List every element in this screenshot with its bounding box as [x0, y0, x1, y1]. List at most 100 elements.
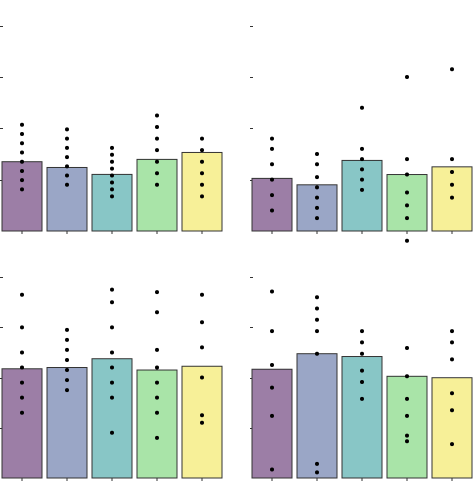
- data-point: [65, 127, 69, 132]
- data-point: [155, 365, 159, 370]
- data-point: [450, 67, 454, 72]
- data-point: [110, 365, 114, 370]
- data-point: [315, 470, 319, 475]
- data-point: [20, 131, 24, 136]
- data-point: [65, 164, 69, 169]
- bar: [386, 375, 428, 479]
- data-point: [360, 187, 364, 192]
- data-point: [315, 317, 319, 322]
- data-point: [200, 420, 204, 425]
- data-point: [405, 396, 409, 401]
- data-point: [450, 329, 454, 334]
- data-point: [155, 113, 159, 118]
- data-point: [360, 396, 364, 401]
- data-point: [405, 439, 409, 444]
- data-point: [20, 187, 24, 192]
- data-point: [315, 205, 319, 210]
- data-point: [315, 185, 319, 190]
- data-point: [405, 346, 409, 351]
- data-point: [65, 357, 69, 362]
- data-point: [270, 146, 274, 151]
- data-point: [110, 152, 114, 157]
- data-point: [270, 467, 274, 472]
- data-point: [155, 182, 159, 187]
- data-point: [360, 329, 364, 334]
- data-point: [110, 173, 114, 178]
- data-point: [360, 177, 364, 182]
- data-point: [20, 325, 24, 330]
- data-point: [405, 413, 409, 418]
- data-point: [360, 167, 364, 172]
- data-point: [65, 136, 69, 141]
- data-point: [360, 368, 364, 373]
- data-point: [65, 337, 69, 342]
- data-point: [200, 292, 204, 297]
- data-point: [315, 162, 319, 167]
- data-point: [405, 374, 409, 379]
- data-point: [200, 320, 204, 325]
- data-point: [110, 180, 114, 185]
- data-point: [450, 182, 454, 187]
- data-point: [360, 379, 364, 384]
- data-point: [270, 413, 274, 418]
- data-point: [360, 340, 364, 345]
- data-point: [155, 347, 159, 352]
- data-point: [155, 171, 159, 176]
- data-point: [155, 290, 159, 295]
- data-point: [450, 391, 454, 396]
- data-point: [360, 157, 364, 162]
- data-point: [20, 395, 24, 400]
- data-point: [65, 182, 69, 187]
- data-point: [200, 194, 204, 199]
- data-point: [155, 125, 159, 130]
- data-point: [155, 435, 159, 440]
- data-point: [360, 105, 364, 110]
- data-point: [110, 287, 114, 292]
- data-point: [200, 159, 204, 164]
- data-point: [20, 365, 24, 370]
- bar: [136, 369, 178, 479]
- data-point: [405, 238, 409, 243]
- data-point: [315, 195, 319, 200]
- bar: [1, 161, 43, 232]
- data-point: [155, 159, 159, 164]
- data-point: [65, 388, 69, 393]
- data-point: [315, 351, 319, 356]
- data-point: [155, 380, 159, 385]
- data-point: [200, 375, 204, 380]
- data-point: [405, 157, 409, 162]
- data-point: [65, 155, 69, 160]
- bar: [91, 358, 133, 479]
- data-point: [65, 378, 69, 383]
- data-point: [20, 410, 24, 415]
- data-point: [20, 178, 24, 183]
- data-point: [360, 351, 364, 356]
- data-point: [110, 380, 114, 385]
- data-point: [405, 75, 409, 79]
- data-point: [270, 385, 274, 390]
- data-point: [200, 171, 204, 176]
- data-point: [360, 146, 364, 151]
- data-point: [200, 148, 204, 153]
- data-point: [405, 216, 409, 221]
- data-point: [315, 295, 319, 300]
- data-point: [450, 357, 454, 362]
- data-point: [20, 141, 24, 146]
- data-point: [270, 162, 274, 167]
- data-point: [315, 175, 319, 180]
- data-point: [200, 413, 204, 418]
- data-point: [270, 329, 274, 334]
- data-point: [450, 157, 454, 162]
- data-point: [110, 159, 114, 164]
- data-point: [270, 289, 274, 294]
- data-point: [405, 190, 409, 195]
- bar: [386, 174, 428, 232]
- bar: [251, 368, 293, 479]
- data-point: [155, 148, 159, 153]
- data-point: [110, 166, 114, 171]
- data-point: [20, 350, 24, 355]
- bar: [251, 177, 293, 232]
- data-point: [270, 363, 274, 367]
